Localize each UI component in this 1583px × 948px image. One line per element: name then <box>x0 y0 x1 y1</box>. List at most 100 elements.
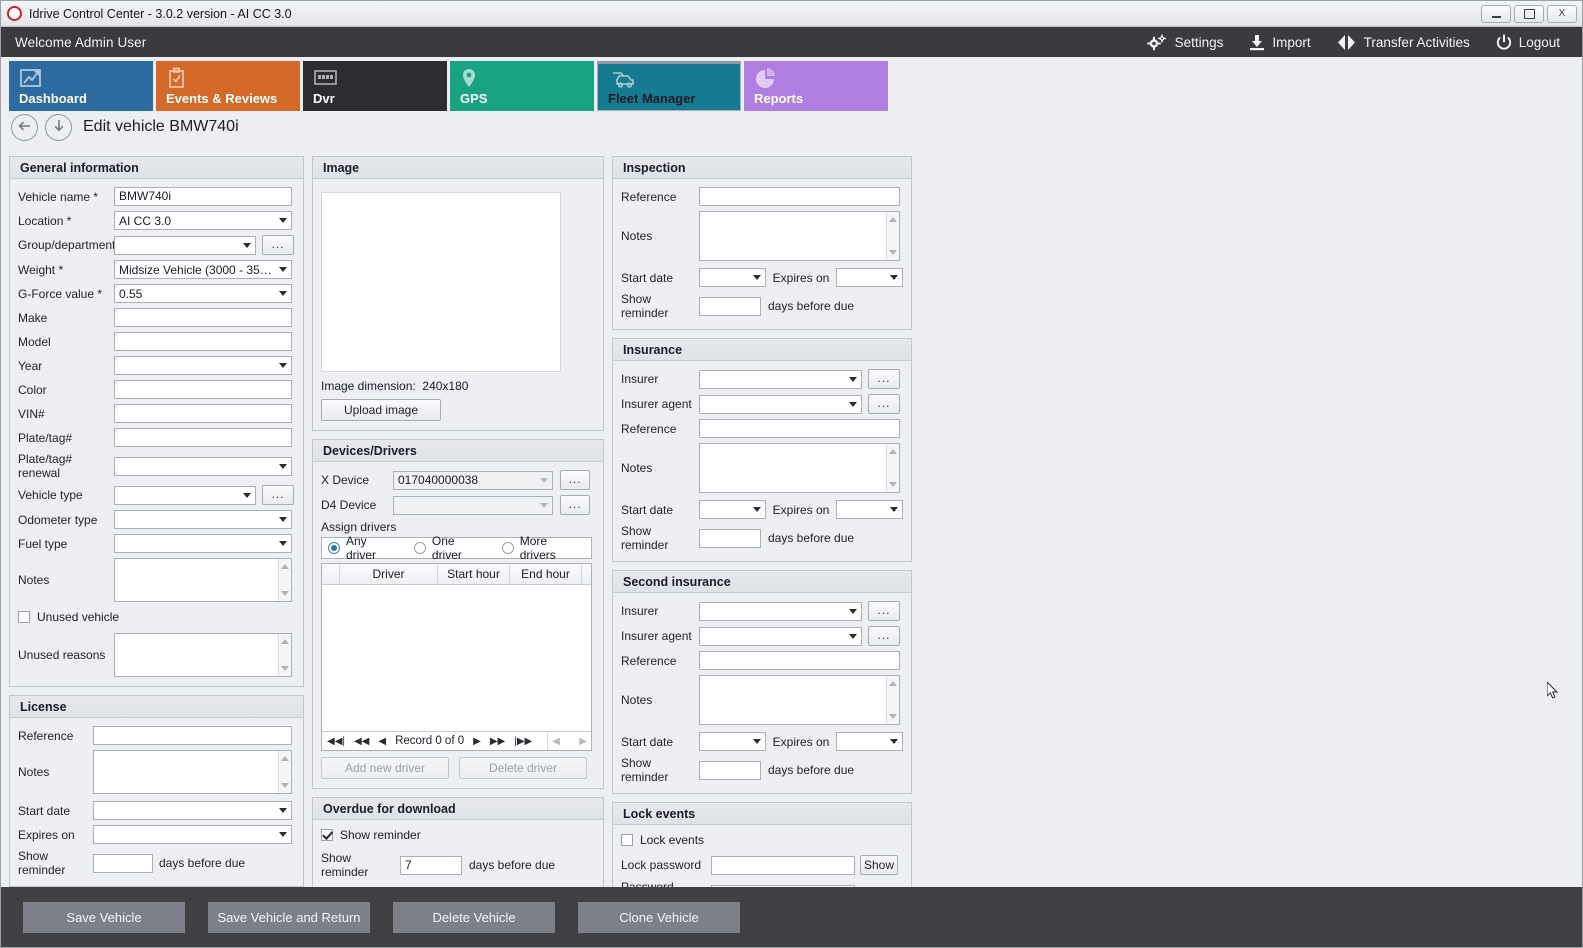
vehicle-type-select[interactable] <box>114 485 256 505</box>
back-button[interactable] <box>11 113 38 141</box>
license-show-reminder-input[interactable] <box>93 853 153 873</box>
settings-button[interactable]: Settings <box>1146 34 1223 51</box>
insurance-show-reminder-input[interactable] <box>699 528 761 548</box>
last-record-icon[interactable]: |▶▶ <box>514 735 533 747</box>
license-expires-on-select[interactable] <box>93 825 292 844</box>
insurance-expires-on-select[interactable] <box>836 500 903 519</box>
radio-one-driver[interactable] <box>413 542 426 554</box>
tab-fleet-manager[interactable]: Fleet Manager <box>597 61 741 111</box>
unused-reasons-scrollbar[interactable] <box>278 634 291 676</box>
delete-vehicle-button[interactable]: Delete Vehicle <box>393 901 555 933</box>
second-insurance-insurer-agent-select[interactable] <box>699 626 862 646</box>
lock-password-input[interactable] <box>711 855 855 875</box>
plate-renewal-select[interactable] <box>114 456 292 476</box>
insurance-insurer-select[interactable] <box>699 369 862 389</box>
year-select[interactable] <box>114 356 292 375</box>
inspection-reference-input[interactable] <box>699 187 900 206</box>
color-input[interactable] <box>114 380 292 399</box>
second-insurance-reference-input[interactable] <box>699 651 900 670</box>
insurance-start-date-select[interactable] <box>699 500 766 519</box>
notes-textarea[interactable] <box>114 558 292 602</box>
odometer-type-select[interactable] <box>114 510 292 529</box>
drivers-col-driver[interactable]: Driver <box>340 564 438 584</box>
weight-select[interactable]: Midsize Vehicle (3000 - 3500 p... <box>114 260 292 279</box>
second-insurance-notes-scrollbar[interactable] <box>886 676 899 724</box>
prev-page-icon[interactable]: ◀◀ <box>353 735 370 747</box>
make-input[interactable] <box>114 308 292 327</box>
insurance-insurer-agent-select[interactable] <box>699 394 862 414</box>
unused-reasons-textarea[interactable] <box>114 633 292 677</box>
drivers-grid-body[interactable] <box>322 585 591 731</box>
model-input[interactable] <box>114 332 292 351</box>
overdue-show-reminder-input[interactable]: 7 <box>400 855 462 875</box>
second-insurance-start-date-select[interactable] <box>699 732 766 751</box>
insurance-insurer-browse-button[interactable]: ... <box>868 369 900 389</box>
inspection-show-reminder-input[interactable] <box>699 296 761 316</box>
radio-any-driver[interactable] <box>328 542 340 554</box>
import-button[interactable]: Import <box>1249 34 1311 51</box>
second-insurance-notes-textarea[interactable] <box>699 675 900 725</box>
clone-vehicle-button[interactable]: Clone Vehicle <box>578 901 740 933</box>
insurance-reference-input[interactable] <box>699 419 900 438</box>
save-vehicle-and-return-button[interactable]: Save Vehicle and Return <box>208 901 370 933</box>
upload-image-button[interactable]: Upload image <box>321 399 441 421</box>
next-page-icon[interactable]: ▶▶ <box>489 735 506 747</box>
license-notes-scrollbar[interactable] <box>278 751 291 793</box>
d4-device-select[interactable] <box>393 495 553 515</box>
second-insurance-expires-on-select[interactable] <box>836 732 903 751</box>
add-new-driver-button[interactable]: Add new driver <box>321 757 449 779</box>
plate-tag-input[interactable] <box>114 428 292 447</box>
unused-vehicle-checkbox[interactable] <box>18 611 30 623</box>
overdue-show-reminder-checkbox[interactable] <box>321 829 333 841</box>
tab-gps[interactable]: GPS <box>450 61 594 111</box>
prev-record-icon[interactable]: ◀ <box>378 735 387 747</box>
inspection-start-date-select[interactable] <box>699 268 766 287</box>
maximize-button[interactable] <box>1514 4 1544 23</box>
tab-dvr[interactable]: Dvr <box>303 61 447 111</box>
second-insurance-insurer-agent-browse-button[interactable]: ... <box>868 626 900 646</box>
collapse-button[interactable] <box>45 113 72 141</box>
x-device-select[interactable]: 017040000038 <box>393 470 553 490</box>
d4-device-browse-button[interactable]: ... <box>560 495 590 515</box>
gforce-select[interactable]: 0.55 <box>114 284 292 303</box>
insurance-insurer-agent-browse-button[interactable]: ... <box>868 394 900 414</box>
save-vehicle-button[interactable]: Save Vehicle <box>23 901 185 933</box>
show-password-button[interactable]: Show <box>860 855 898 875</box>
tab-reports[interactable]: Reports <box>744 61 888 111</box>
insurance-notes-scrollbar[interactable] <box>886 444 899 492</box>
delete-driver-button[interactable]: Delete driver <box>459 757 587 779</box>
group-department-select[interactable] <box>114 235 256 255</box>
license-notes-textarea[interactable] <box>93 750 292 794</box>
first-record-icon[interactable]: ◀◀| <box>327 735 345 747</box>
lock-events-checkbox-row[interactable]: Lock events <box>621 833 903 847</box>
transfer-activities-button[interactable]: Transfer Activities <box>1337 34 1470 51</box>
drivers-col-end-hour[interactable]: End hour <box>510 564 582 584</box>
close-button[interactable]: X <box>1547 4 1577 23</box>
inspection-notes-textarea[interactable] <box>699 211 900 261</box>
vin-input[interactable] <box>114 404 292 423</box>
location-select[interactable]: AI CC 3.0 <box>114 211 292 230</box>
second-insurance-insurer-select[interactable] <box>699 601 862 621</box>
lock-events-checkbox[interactable] <box>621 834 633 846</box>
minimize-button[interactable] <box>1481 4 1511 23</box>
inspection-expires-on-select[interactable] <box>836 268 903 287</box>
logout-button[interactable]: Logout <box>1496 34 1560 51</box>
field-unused-vehicle[interactable]: Unused vehicle <box>18 610 295 624</box>
group-department-browse-button[interactable]: ... <box>262 235 294 255</box>
radio-more-drivers[interactable] <box>501 542 514 554</box>
inspection-notes-scrollbar[interactable] <box>886 212 899 260</box>
tab-dashboard[interactable]: Dashboard <box>9 61 153 111</box>
overdue-show-reminder-checkbox-row[interactable]: Show reminder <box>321 828 595 842</box>
fuel-type-select[interactable] <box>114 534 292 553</box>
insurance-notes-textarea[interactable] <box>699 443 900 493</box>
license-start-date-select[interactable] <box>93 801 292 820</box>
vehicle-type-browse-button[interactable]: ... <box>262 485 294 505</box>
notes-scrollbar[interactable] <box>278 559 291 601</box>
drivers-grid-hscrollbar[interactable]: ◀ ▶ <box>547 732 591 750</box>
vehicle-name-input[interactable]: BMW740i <box>114 187 292 206</box>
tab-events-reviews[interactable]: Events & Reviews <box>156 61 300 111</box>
second-insurance-insurer-browse-button[interactable]: ... <box>868 601 900 621</box>
drivers-col-start-hour[interactable]: Start hour <box>438 564 510 584</box>
next-record-icon[interactable]: ▶ <box>473 735 481 747</box>
second-insurance-show-reminder-input[interactable] <box>699 760 761 780</box>
